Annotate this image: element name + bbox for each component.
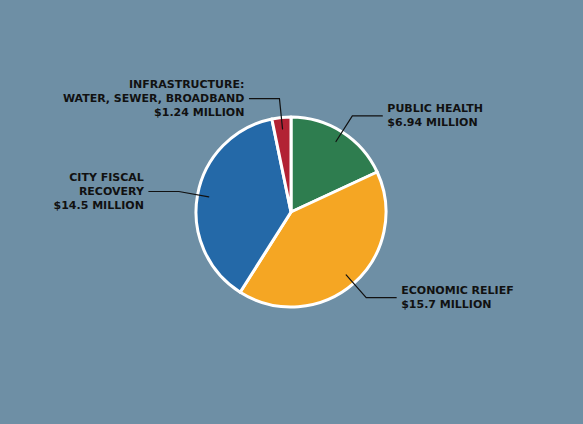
pie-slice (272, 117, 291, 212)
slice-label: PUBLIC HEALTH (387, 102, 483, 115)
slice-label: INFRASTRUCTURE:WATER, SEWER, BROADBAND (63, 78, 245, 105)
labels: PUBLIC HEALTH$6.94 MILLION ECONOMIC RELIE… (54, 78, 514, 311)
leader-line (149, 191, 209, 196)
value-label: $6.94 MILLION (387, 116, 477, 129)
slice-label: CITY FISCALRECOVERY (69, 171, 145, 198)
chart: PUBLIC HEALTH$6.94 MILLION ECONOMIC RELIE… (0, 0, 583, 424)
leader-line (336, 116, 382, 142)
leader-line (346, 275, 396, 298)
slice-label: ECONOMIC RELIEF (401, 284, 514, 297)
leader-line (249, 99, 282, 129)
slices (196, 117, 386, 307)
value-label: $1.24 MILLION (154, 106, 244, 119)
value-label: $15.7 MILLION (401, 298, 491, 311)
value-label: $14.5 MILLION (54, 199, 144, 212)
